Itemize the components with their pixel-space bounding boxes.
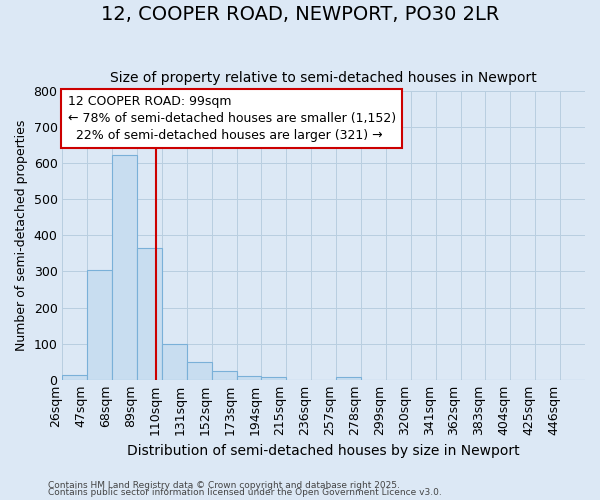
Bar	[262, 377, 286, 380]
Bar	[162, 344, 187, 380]
Bar	[236, 376, 262, 380]
Bar	[212, 372, 236, 380]
Text: 12 COOPER ROAD: 99sqm
← 78% of semi-detached houses are smaller (1,152)
  22% of: 12 COOPER ROAD: 99sqm ← 78% of semi-deta…	[68, 95, 396, 142]
Bar	[137, 248, 162, 380]
Bar	[336, 378, 361, 380]
Bar	[62, 375, 88, 380]
Bar	[88, 270, 112, 380]
Text: Contains HM Land Registry data © Crown copyright and database right 2025.: Contains HM Land Registry data © Crown c…	[48, 480, 400, 490]
Text: 12, COOPER ROAD, NEWPORT, PO30 2LR: 12, COOPER ROAD, NEWPORT, PO30 2LR	[101, 5, 499, 24]
Text: Contains public sector information licensed under the Open Government Licence v3: Contains public sector information licen…	[48, 488, 442, 497]
Y-axis label: Number of semi-detached properties: Number of semi-detached properties	[15, 120, 28, 351]
Title: Size of property relative to semi-detached houses in Newport: Size of property relative to semi-detach…	[110, 72, 537, 86]
Bar	[187, 362, 212, 380]
X-axis label: Distribution of semi-detached houses by size in Newport: Distribution of semi-detached houses by …	[127, 444, 520, 458]
Bar	[112, 156, 137, 380]
